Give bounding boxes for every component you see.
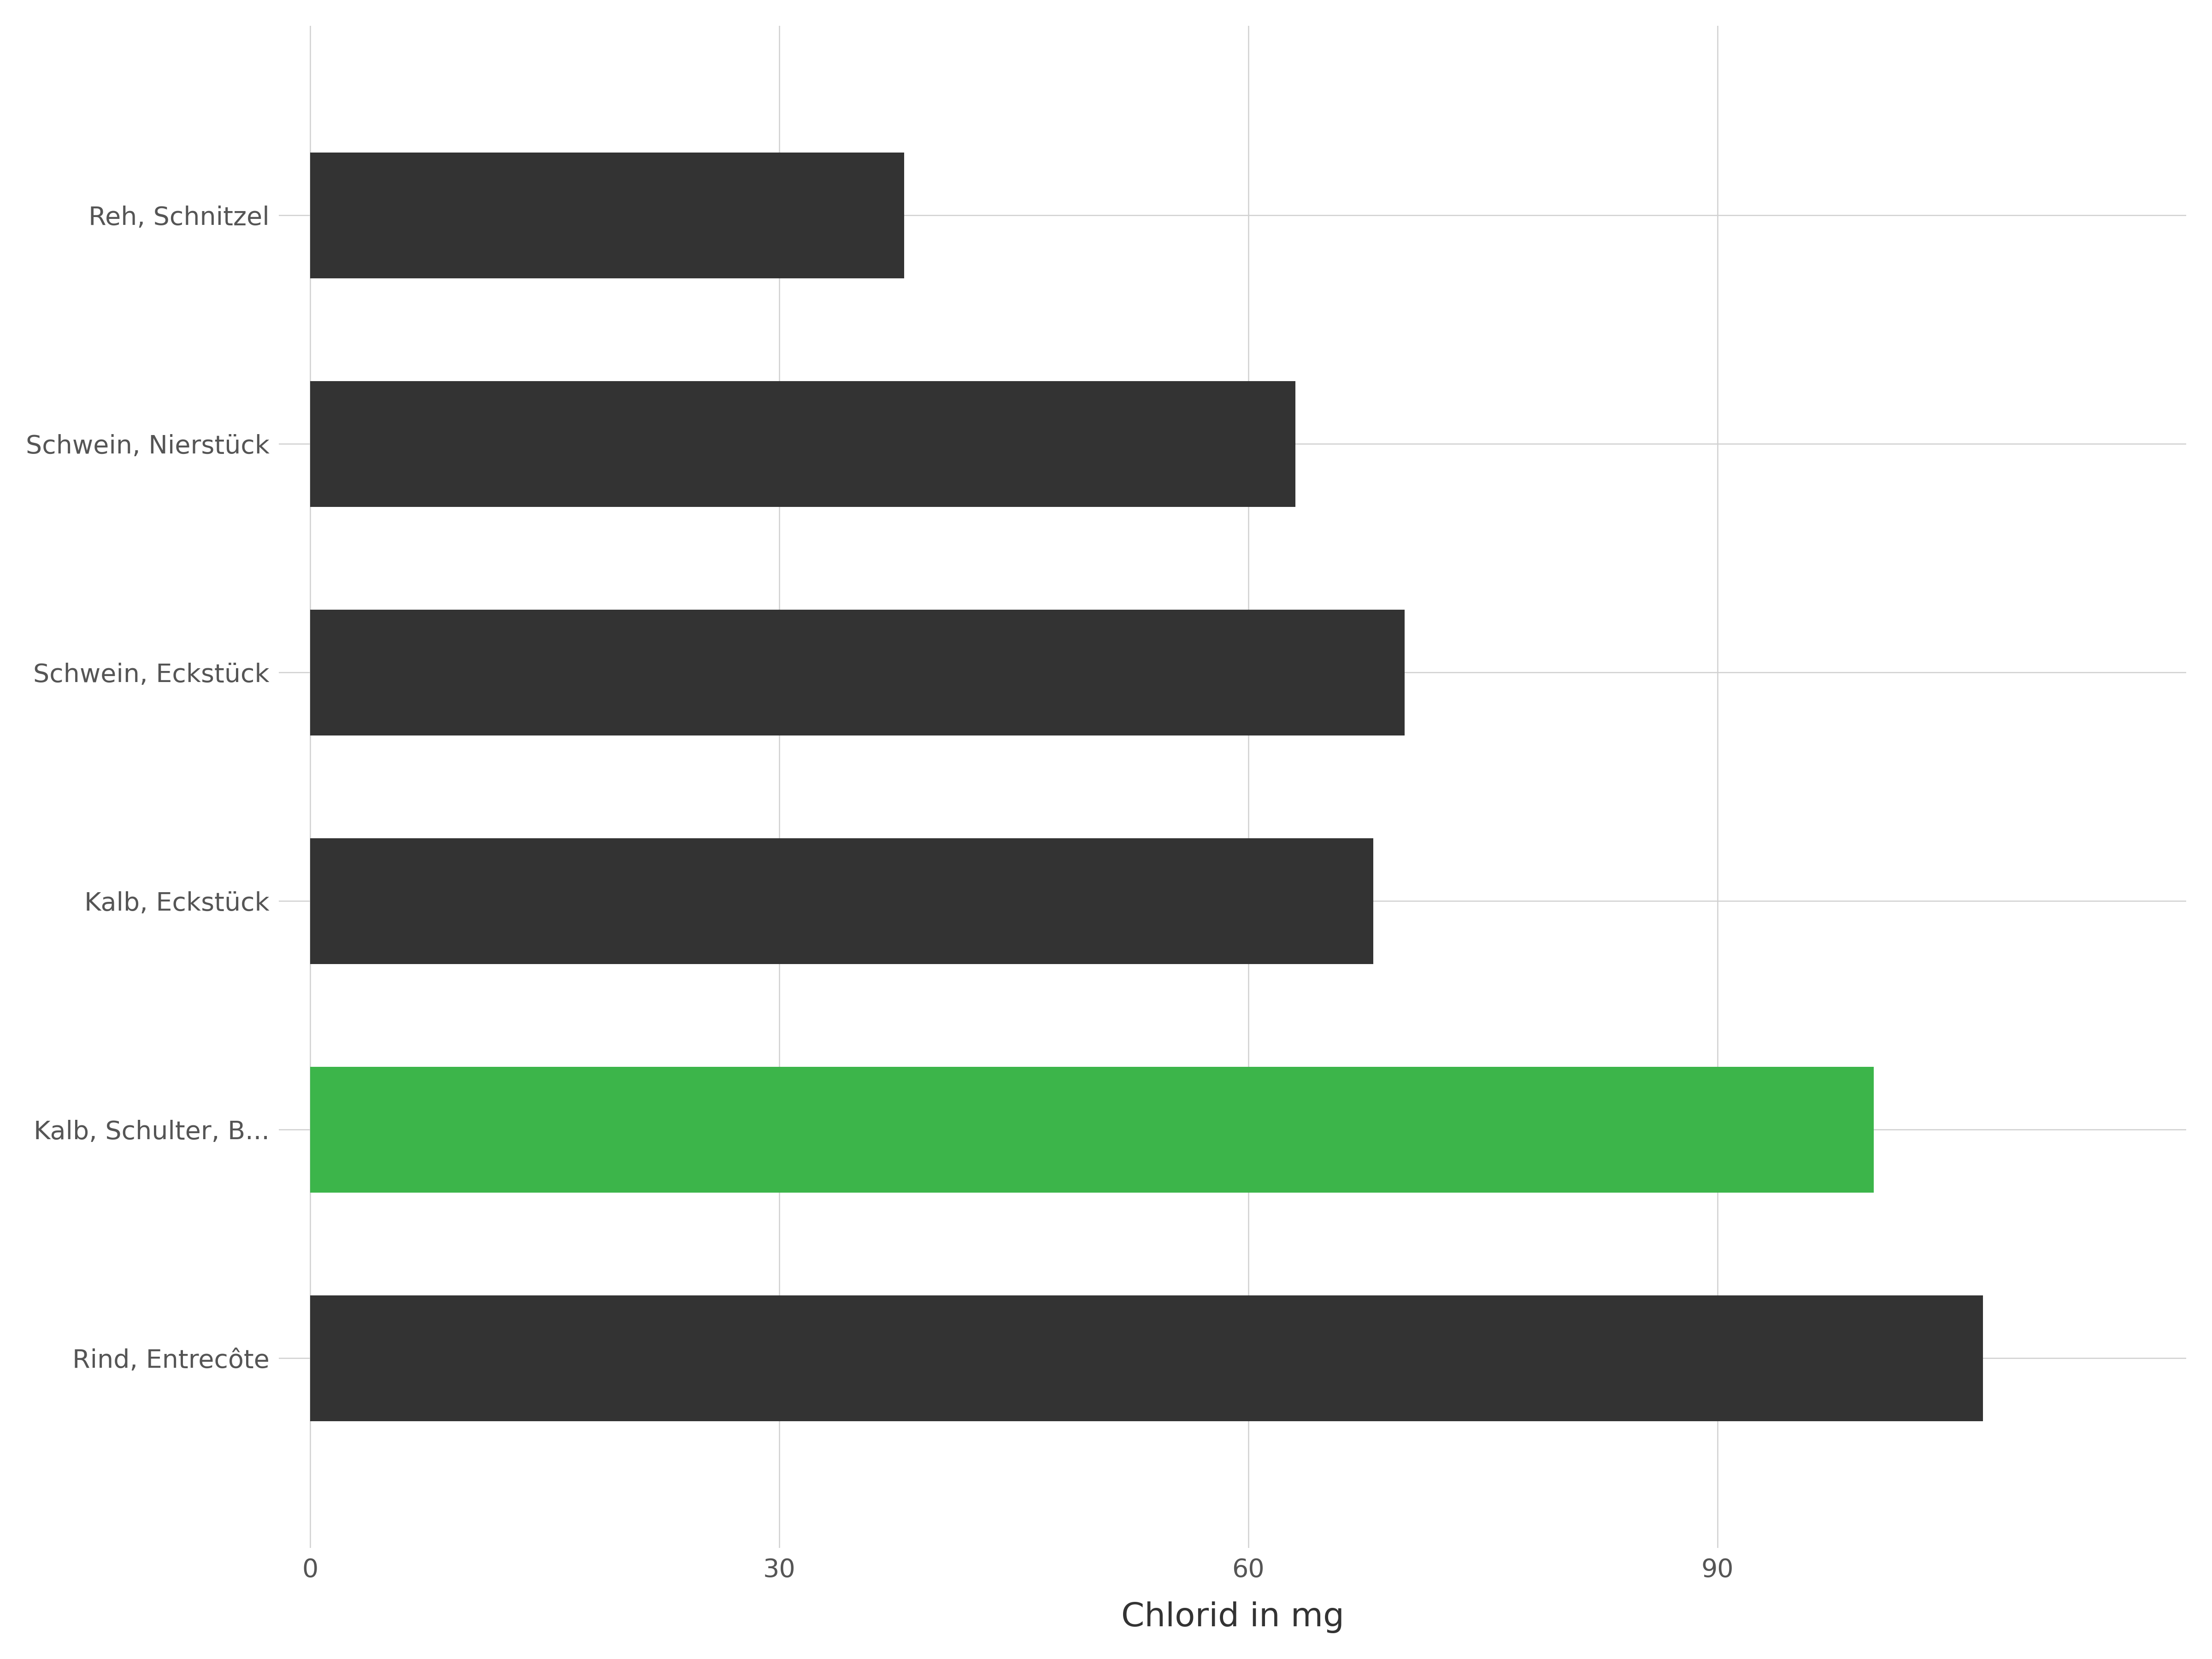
Bar: [310, 1296, 1984, 1422]
Bar: [310, 838, 1374, 964]
X-axis label: Chlorid in mg: Chlorid in mg: [1121, 1601, 1345, 1634]
Bar: [310, 382, 1296, 506]
Bar: [310, 1067, 1874, 1193]
Bar: [310, 609, 1405, 735]
Bar: [310, 153, 905, 279]
